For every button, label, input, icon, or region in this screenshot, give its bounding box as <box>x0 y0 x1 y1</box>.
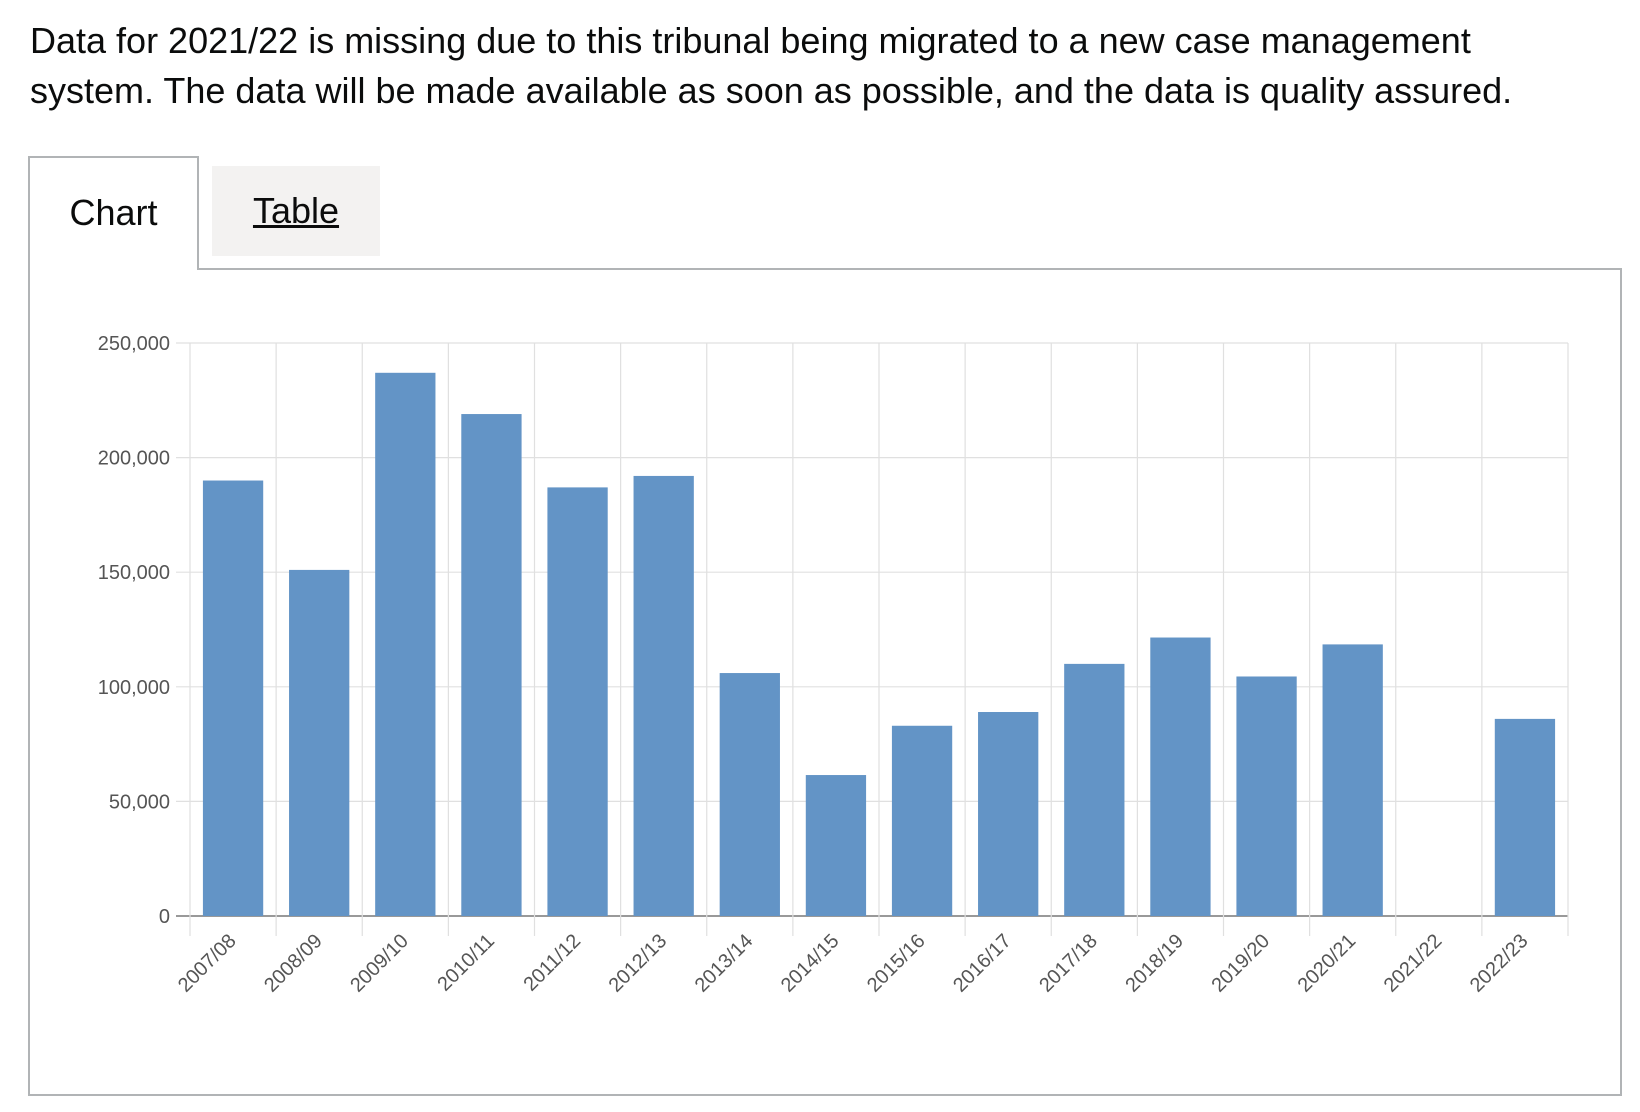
bar-2010-11[interactable] <box>461 414 522 916</box>
x-tick-label: 2021/22 <box>1380 930 1447 997</box>
y-axis-ticks: 0 50,000 100,000 150,000 200,000 250,000 <box>98 333 170 928</box>
bar-2011-12[interactable] <box>547 487 608 916</box>
x-tick-label: 2010/11 <box>433 930 499 996</box>
bar-2009-10[interactable] <box>375 372 436 916</box>
x-tick-label: 2012/13 <box>605 930 672 997</box>
bar-2008-09[interactable] <box>289 569 350 916</box>
y-tick-label: 0 <box>159 906 170 928</box>
bar-2016-17[interactable] <box>978 712 1039 916</box>
bar-2013-14[interactable] <box>719 673 780 916</box>
bar-2017-18[interactable] <box>1064 663 1125 916</box>
bar-2022-23[interactable] <box>1494 718 1556 916</box>
y-tick-label: 50,000 <box>109 791 170 813</box>
bar-2018-19[interactable] <box>1150 637 1211 916</box>
tab-chart[interactable]: Chart <box>28 156 199 270</box>
x-tick-label: 2007/08 <box>174 930 241 997</box>
x-axis-ticks: 2007/08 2008/09 2009/10 2010/11 2011/12 2012/… <box>174 930 1533 997</box>
bar-2015-16[interactable] <box>891 725 953 916</box>
y-tick-label: 200,000 <box>98 448 170 470</box>
x-tick-label: 2011/12 <box>519 930 585 996</box>
x-tick-label: 2016/17 <box>949 930 1016 997</box>
tab-table[interactable]: Table <box>212 166 380 256</box>
x-tick-label: 2008/09 <box>260 930 327 997</box>
y-tick-label: 250,000 <box>98 333 170 355</box>
y-tick-label: 100,000 <box>98 677 170 699</box>
bar-2020-21[interactable] <box>1322 644 1383 916</box>
x-tick-label: 2009/10 <box>346 930 413 997</box>
x-tick-label: 2019/20 <box>1207 930 1274 997</box>
x-tick-label: 2022/23 <box>1466 930 1533 997</box>
bar-2014-15[interactable] <box>805 775 867 916</box>
x-tick-label: 2017/18 <box>1035 930 1102 997</box>
x-tick-label: 2013/14 <box>691 930 758 997</box>
missing-data-notice: Data for 2021/22 is missing due to this … <box>30 20 1513 111</box>
x-tick-label: 2014/15 <box>777 930 844 997</box>
bar-2012-13[interactable] <box>633 475 694 916</box>
x-tick-label: 2015/16 <box>863 930 930 997</box>
bar-2019-20[interactable] <box>1236 676 1297 916</box>
y-tick-label: 150,000 <box>98 562 170 584</box>
x-tick-label: 2020/21 <box>1294 930 1361 997</box>
x-tick-label: 2018/19 <box>1121 930 1188 997</box>
bars <box>202 372 1556 916</box>
bar-2007-08[interactable] <box>202 480 264 916</box>
